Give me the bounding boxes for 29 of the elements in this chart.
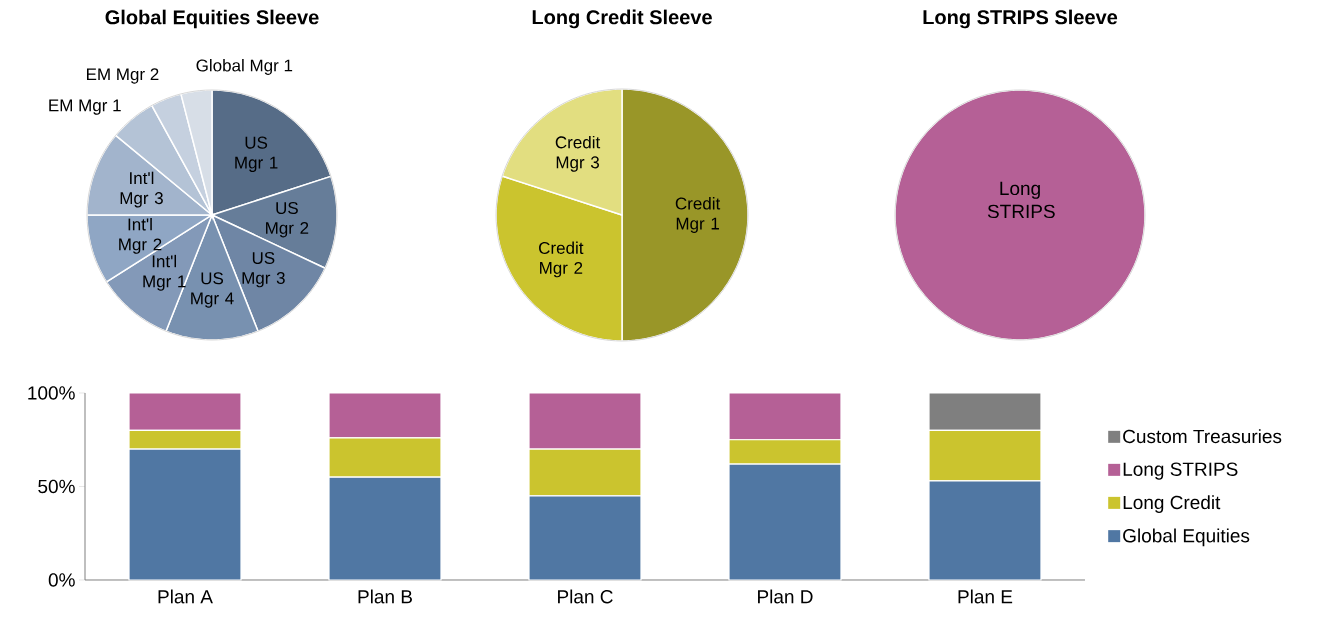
chart-title: Global Equities Sleeve: [105, 9, 319, 29]
slice-label: Int'l Mgr 3: [120, 171, 163, 208]
x-tick-label: Plan E: [958, 589, 1013, 604]
y-tick-label: 100%: [28, 386, 75, 400]
slice-label: US Mgr 4: [191, 272, 234, 308]
chart-title: Long STRIPS Sleeve: [923, 9, 1118, 29]
slice-label: Credit Mgr 3: [555, 135, 601, 172]
slice-label: Global Mgr 1: [196, 59, 293, 75]
x-tick-label: Plan A: [158, 589, 213, 604]
slice-label: Credit Mgr 1: [675, 197, 721, 233]
chart-title: Long Credit Sleeve: [532, 9, 712, 29]
slice-label: Int'l Mgr 2: [119, 218, 162, 254]
x-tick-label: Plan D: [758, 589, 813, 604]
legend-label: Long Credit: [1123, 495, 1221, 513]
slice-label: US Mgr 1: [235, 136, 278, 173]
y-tick-label: 0%: [48, 573, 75, 587]
slice-label: EM Mgr 2: [86, 68, 159, 84]
x-tick-label: Plan B: [358, 589, 412, 604]
slice-label: Int'l Mgr 1: [143, 254, 186, 291]
slice-label: EM Mgr 1: [49, 99, 121, 115]
slice-label: US Mgr 3: [242, 251, 285, 288]
slice-label: Long STRIPS: [987, 181, 1055, 219]
x-tick-label: Plan C: [558, 589, 613, 604]
slice-label: Credit Mgr 2: [539, 241, 584, 278]
legend-label: Long STRIPS: [1123, 462, 1238, 480]
legend-label: Global Equities: [1123, 528, 1250, 547]
y-tick-label: 50%: [38, 479, 75, 494]
legend-label: Custom Treasuries: [1123, 429, 1282, 444]
slice-label: US Mgr 2: [266, 202, 309, 238]
